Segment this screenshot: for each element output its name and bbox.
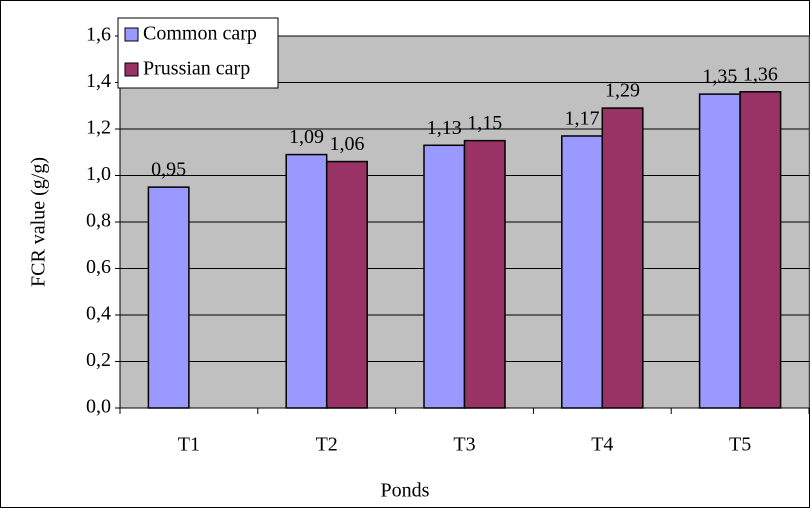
data-label: 1,35 [702, 66, 737, 88]
legend: Common carp Prussian carp [117, 17, 279, 89]
y-tick-label: 0,0 [86, 396, 111, 418]
data-label: 1,06 [329, 133, 364, 155]
bar [601, 107, 644, 409]
y-tick-label: 0,4 [86, 303, 111, 325]
x-tick-label: T5 [729, 434, 751, 456]
y-tick-label: 1,2 [86, 117, 111, 139]
data-label: 1,17 [565, 108, 600, 130]
bar [739, 91, 782, 409]
y-tick-label: 1,0 [86, 163, 111, 185]
legend-label: Prussian carp [143, 58, 250, 80]
x-tick-label: T4 [591, 434, 613, 456]
bar [561, 135, 604, 409]
data-label: 1,36 [743, 63, 778, 85]
legend-label: Common carp [143, 23, 257, 45]
bars [147, 91, 782, 409]
bar [147, 186, 190, 409]
bar [285, 153, 328, 409]
bar [698, 93, 741, 409]
y-tick-label: 0,8 [86, 210, 111, 232]
x-tick-label: T1 [178, 434, 200, 456]
legend-swatch [124, 62, 139, 77]
legend-box [117, 17, 279, 89]
y-tick-label: 0,2 [86, 349, 111, 371]
data-label: 0,95 [151, 159, 186, 181]
bar [423, 144, 466, 409]
data-label: 1,09 [289, 126, 324, 148]
legend-swatch [124, 27, 139, 42]
data-label: 1,15 [467, 112, 502, 134]
y-tick-label: 1,6 [86, 24, 111, 46]
bar [463, 139, 506, 409]
data-label: 1,13 [427, 117, 462, 139]
data-label: 1,29 [605, 80, 640, 102]
x-tick-label: T3 [453, 434, 475, 456]
y-tick-label: 0,6 [86, 256, 111, 278]
bar [325, 160, 368, 409]
x-axis-label: Ponds [381, 480, 430, 502]
y-tick-label: 1,4 [86, 70, 111, 92]
x-tick-label: T2 [316, 434, 338, 456]
labels: 0,0 0,2 0,4 0,6 0,8 1,0 1,2 1,4 1,6 T1 T2 T3 T4 T5 0,9… [86, 24, 778, 456]
y-axis-label: FCR value (g/g) [28, 157, 50, 287]
